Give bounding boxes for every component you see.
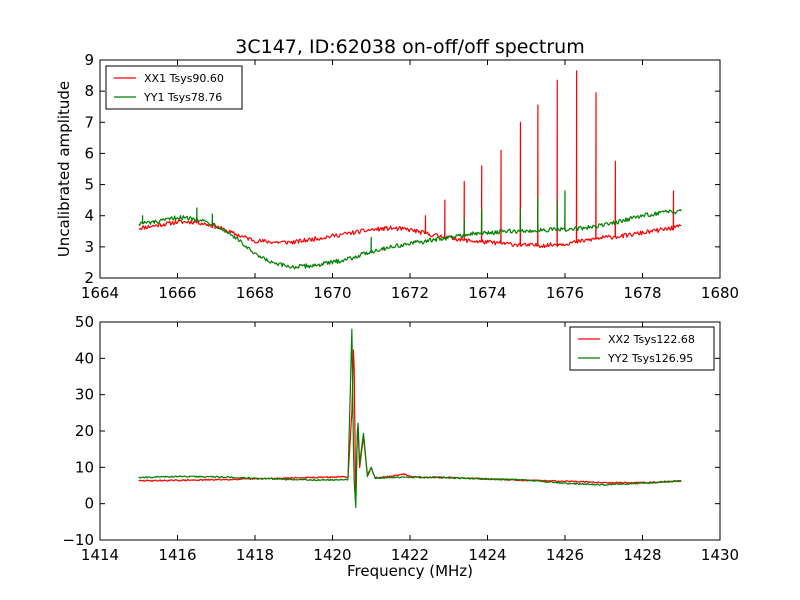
x-tick-label: 1426 — [546, 546, 584, 564]
y-tick-label: 8 — [84, 82, 94, 100]
series-line-1 — [138, 70, 682, 249]
x-tick-label: 1416 — [158, 546, 196, 564]
x-tick-label: 1420 — [313, 546, 351, 564]
y-tick-label: 9 — [84, 51, 94, 69]
y-tick-label: 3 — [84, 238, 94, 256]
x-tick-label: 1424 — [468, 546, 506, 564]
legend-label: YY2 Tsys126.95 — [607, 352, 693, 365]
legend-label: YY1 Tsys78.76 — [143, 91, 222, 104]
plot-data — [138, 70, 682, 270]
series-line-2 — [138, 328, 682, 509]
legend: XX2 Tsys122.68 YY2 Tsys126.95 — [569, 326, 715, 371]
x-tick-label: 1674 — [468, 284, 506, 302]
chart-panel-2: 1414 1416 1418 1420 1422 1424 1426 1428 1430 −10 0… — [62, 313, 739, 580]
legend-label: XX2 Tsys122.68 — [608, 333, 695, 346]
y-tick-label: 5 — [84, 176, 94, 194]
x-tick-label: 1672 — [391, 284, 429, 302]
series-line-1 — [138, 349, 682, 505]
y-tick-label: 0 — [84, 495, 94, 513]
x-tick-label: 1430 — [701, 546, 739, 564]
legend-label: XX1 Tsys90.60 — [144, 72, 224, 85]
y-tick-label: 10 — [75, 458, 94, 476]
x-tick-label: 1678 — [623, 284, 661, 302]
chart-panels: 1664 1666 1668 1670 1672 1674 1676 1678 1680 2 3 4 5… — [55, 51, 739, 580]
x-tick-label: 1414 — [81, 546, 119, 564]
y-tick-label: 30 — [75, 386, 94, 404]
plot-data — [138, 328, 682, 509]
y-tick-label: 50 — [75, 313, 94, 331]
y-tick-label: 6 — [84, 144, 94, 162]
series-line-2 — [138, 190, 682, 270]
chart-title: 3C147, ID:62038 on-off/off spectrum — [235, 36, 584, 58]
x-tick-label: 1664 — [81, 284, 119, 302]
x-tick-label: 1676 — [546, 284, 584, 302]
x-tick-label: 1422 — [391, 546, 429, 564]
y-tick-label: 7 — [84, 113, 94, 131]
y-axis-label: Uncalibrated amplitude — [55, 81, 73, 257]
x-tick-label: 1670 — [313, 284, 351, 302]
y-tick-label: 20 — [75, 422, 94, 440]
legend-box — [569, 326, 715, 371]
legend: XX1 Tsys90.60 YY1 Tsys78.76 — [105, 65, 243, 110]
x-tick-label: 1666 — [158, 284, 196, 302]
x-tick-label: 1668 — [236, 284, 274, 302]
x-tick-label: 1428 — [623, 546, 661, 564]
x-axis-label: Frequency (MHz) — [347, 562, 473, 580]
legend-box — [105, 65, 243, 110]
y-tick-label: 2 — [84, 269, 94, 287]
x-tick-label: 1680 — [701, 284, 739, 302]
x-tick-label: 1418 — [236, 546, 274, 564]
y-tick-label: −10 — [62, 531, 94, 549]
y-tick-label: 40 — [75, 349, 94, 367]
y-tick-label: 4 — [84, 207, 94, 225]
chart-panel-1: 1664 1666 1668 1670 1672 1674 1676 1678 1680 2 3 4 5… — [55, 51, 739, 302]
